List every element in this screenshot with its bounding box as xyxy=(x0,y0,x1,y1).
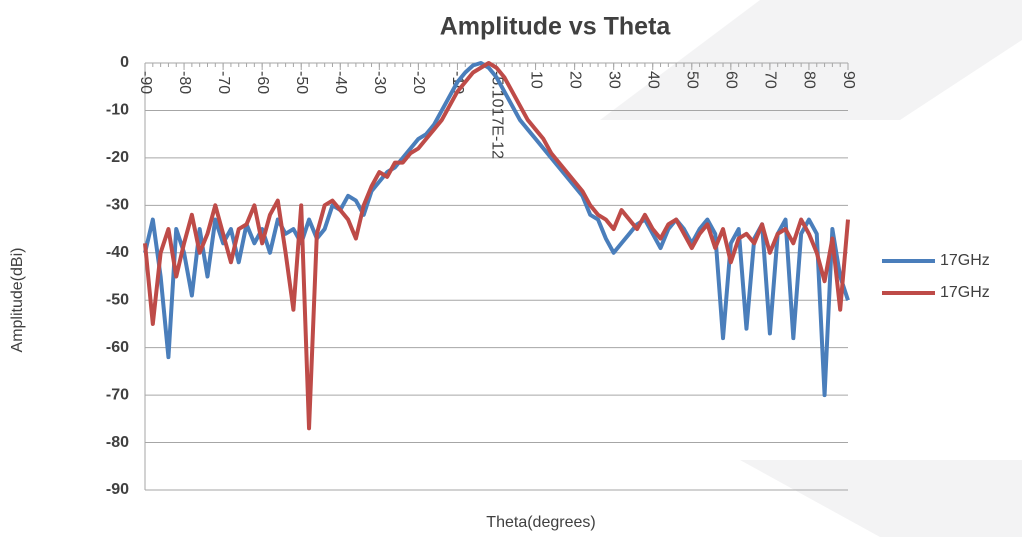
y-axis-label: Amplitude(dBi) xyxy=(9,248,26,353)
x-tick-label: -60 xyxy=(254,71,271,94)
y-tick-label: -80 xyxy=(106,434,129,451)
x-tick-label: 90 xyxy=(840,71,857,89)
x-tick-label: -20 xyxy=(410,71,427,94)
y-tick-label: -90 xyxy=(106,481,129,498)
x-tick-label: 70 xyxy=(762,71,779,89)
y-tick-label: -20 xyxy=(106,149,129,166)
legend-label: 17GHz xyxy=(940,284,990,301)
x-tick-label: 40 xyxy=(644,71,661,89)
y-tick-label: -30 xyxy=(106,197,129,214)
x-tick-label: -90 xyxy=(137,71,154,94)
y-tick-label: -50 xyxy=(106,291,129,308)
y-tick-label: 0 xyxy=(120,54,129,71)
x-tick-label: -70 xyxy=(215,71,232,94)
x-tick-label: -80 xyxy=(176,71,193,94)
x-tick-label: -50 xyxy=(293,71,310,94)
y-tick-label: -70 xyxy=(106,386,129,403)
series-line xyxy=(143,61,850,398)
y-tick-label: -60 xyxy=(106,339,129,356)
legend-label: 17GHz xyxy=(940,252,990,269)
x-tick-label: 10 xyxy=(527,71,544,89)
x-tick-label: 20 xyxy=(566,71,583,89)
y-tick-label: -10 xyxy=(106,102,129,119)
x-tick-label: -40 xyxy=(332,71,349,94)
x-tick-label: 80 xyxy=(801,71,818,89)
background-shape xyxy=(740,460,1022,537)
chart-title: Amplitude vs Theta xyxy=(440,13,672,41)
x-axis-label: Theta(degrees) xyxy=(486,514,595,531)
x-tick-label: 50 xyxy=(684,71,701,89)
background-shape xyxy=(290,0,1022,120)
x-tick-label: -30 xyxy=(371,71,388,94)
y-tick-label: -40 xyxy=(106,244,129,261)
series-line xyxy=(143,61,850,431)
x-tick-label: 60 xyxy=(723,71,740,89)
x-tick-label: -5.1017E-12 xyxy=(488,71,505,159)
x-tick-label: 30 xyxy=(605,71,622,89)
